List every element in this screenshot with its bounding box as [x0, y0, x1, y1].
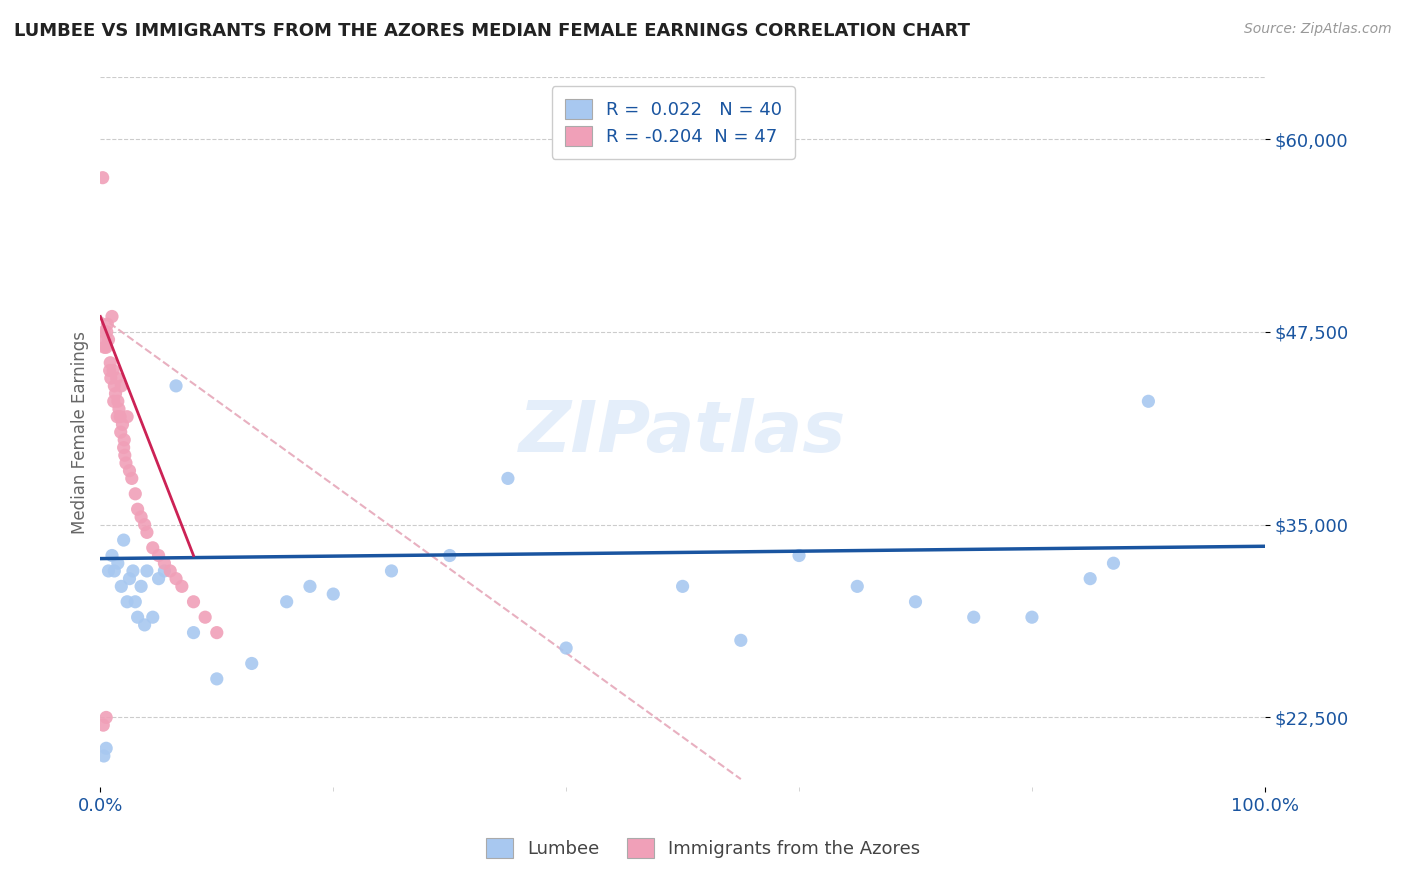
Point — [165, 572, 187, 586]
Point — [96, 325, 118, 339]
Point — [103, 564, 125, 578]
Point — [1078, 572, 1101, 586]
Point — [96, 340, 118, 354]
Point — [98, 363, 121, 377]
Point — [108, 409, 131, 424]
Point — [787, 549, 810, 563]
Point — [93, 325, 115, 339]
Point — [194, 610, 217, 624]
Point — [91, 170, 114, 185]
Point — [118, 464, 141, 478]
Point — [96, 741, 118, 756]
Point — [165, 379, 187, 393]
Point — [101, 363, 124, 377]
Legend: R =  0.022   N = 40, R = -0.204  N = 47: R = 0.022 N = 40, R = -0.204 N = 47 — [553, 87, 794, 159]
Point — [108, 402, 131, 417]
Point — [115, 409, 138, 424]
Point — [122, 564, 145, 578]
Point — [118, 572, 141, 586]
Point — [105, 371, 128, 385]
Point — [129, 579, 152, 593]
Point — [1021, 610, 1043, 624]
Point — [380, 564, 402, 578]
Point — [91, 718, 114, 732]
Point — [298, 579, 321, 593]
Point — [103, 379, 125, 393]
Point — [96, 317, 118, 331]
Text: Source: ZipAtlas.com: Source: ZipAtlas.com — [1244, 22, 1392, 37]
Point — [129, 510, 152, 524]
Point — [112, 533, 135, 547]
Point — [127, 502, 149, 516]
Point — [963, 610, 986, 624]
Point — [110, 379, 132, 393]
Point — [136, 525, 159, 540]
Point — [103, 394, 125, 409]
Text: LUMBEE VS IMMIGRANTS FROM THE AZORES MEDIAN FEMALE EARNINGS CORRELATION CHART: LUMBEE VS IMMIGRANTS FROM THE AZORES MED… — [14, 22, 970, 40]
Point — [276, 595, 298, 609]
Point — [1137, 394, 1160, 409]
Point — [153, 564, 176, 578]
Point — [104, 386, 127, 401]
Point — [205, 625, 228, 640]
Point — [124, 487, 146, 501]
Point — [110, 425, 132, 439]
Point — [97, 333, 120, 347]
Point — [148, 549, 170, 563]
Point — [439, 549, 461, 563]
Point — [1102, 556, 1125, 570]
Point — [98, 356, 121, 370]
Point — [94, 333, 117, 347]
Point — [134, 618, 156, 632]
Point — [101, 549, 124, 563]
Point — [107, 394, 129, 409]
Point — [121, 471, 143, 485]
Point — [322, 587, 344, 601]
Y-axis label: Median Female Earnings: Median Female Earnings — [72, 331, 89, 533]
Point — [124, 595, 146, 609]
Point — [730, 633, 752, 648]
Point — [110, 579, 132, 593]
Point — [142, 541, 165, 555]
Point — [136, 564, 159, 578]
Point — [846, 579, 869, 593]
Point — [904, 595, 927, 609]
Point — [170, 579, 193, 593]
Point — [107, 556, 129, 570]
Point — [183, 625, 205, 640]
Point — [115, 595, 138, 609]
Point — [134, 517, 156, 532]
Point — [240, 657, 263, 671]
Point — [205, 672, 228, 686]
Point — [159, 564, 181, 578]
Point — [105, 409, 128, 424]
Point — [97, 564, 120, 578]
Point — [142, 610, 165, 624]
Point — [555, 641, 578, 656]
Point — [114, 448, 136, 462]
Point — [127, 610, 149, 624]
Point — [111, 417, 134, 432]
Point — [101, 310, 124, 324]
Point — [148, 572, 170, 586]
Point — [671, 579, 693, 593]
Point — [93, 340, 115, 354]
Point — [93, 749, 115, 764]
Point — [115, 456, 138, 470]
Point — [96, 710, 118, 724]
Point — [496, 471, 519, 485]
Point — [112, 433, 135, 447]
Point — [112, 441, 135, 455]
Legend: Lumbee, Immigrants from the Azores: Lumbee, Immigrants from the Azores — [478, 830, 928, 865]
Point — [183, 595, 205, 609]
Point — [153, 556, 176, 570]
Text: ZIPatlas: ZIPatlas — [519, 398, 846, 467]
Point — [100, 371, 122, 385]
